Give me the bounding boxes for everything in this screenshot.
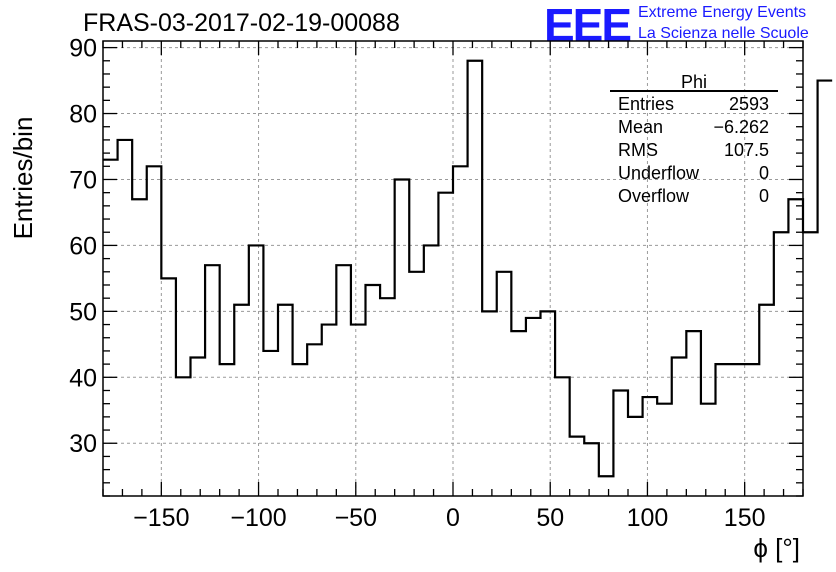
stats-label: Overflow xyxy=(618,186,690,206)
y-tick-label: 60 xyxy=(69,232,97,260)
y-axis-label: Entries/bin xyxy=(8,117,38,240)
stats-value: 2593 xyxy=(729,94,769,114)
stats-label: Entries xyxy=(618,94,674,114)
y-tick-label: 80 xyxy=(69,101,97,129)
x-tick-label: −150 xyxy=(133,504,189,532)
stats-label: RMS xyxy=(618,140,658,160)
grid-lines xyxy=(103,41,803,496)
y-tick-label: 90 xyxy=(69,35,97,63)
x-tick-label: 150 xyxy=(724,504,766,532)
y-tick-label: 70 xyxy=(69,166,97,194)
x-tick-label: −100 xyxy=(230,504,286,532)
stats-box: Phi Entries 2593 Mean −6.262 RMS 107.5 Underfl… xyxy=(610,72,778,206)
tick-marks xyxy=(102,41,804,497)
histogram-line xyxy=(103,59,833,478)
x-tick-label: 50 xyxy=(536,504,564,532)
stats-title: Phi xyxy=(681,72,707,92)
x-tick-labels: −150 −100 −50 0 50 100 150 xyxy=(133,504,765,532)
stats-value: −6.262 xyxy=(713,117,769,137)
eee-line-2: La Scienza nelle Scuole xyxy=(638,25,809,42)
y-tick-label: 30 xyxy=(69,430,97,458)
stats-value: 0 xyxy=(759,186,769,206)
y-tick-labels: 30 40 50 60 70 80 90 xyxy=(69,35,97,459)
x-tick-label: −50 xyxy=(335,504,377,532)
eee-line-1: Extreme Energy Events xyxy=(638,4,807,21)
stats-value: 0 xyxy=(759,163,769,183)
x-tick-label: 0 xyxy=(446,504,460,532)
y-tick-label: 40 xyxy=(69,364,97,392)
stats-label: Mean xyxy=(618,117,663,137)
y-tick-label: 50 xyxy=(69,298,97,326)
x-axis-label: ϕ [°] xyxy=(753,533,800,563)
stats-value: 107.5 xyxy=(724,140,769,160)
stats-label: Underflow xyxy=(618,163,700,183)
title: FRAS-03-2017-02-19-00088 xyxy=(83,9,400,37)
x-tick-label: 100 xyxy=(627,504,669,532)
